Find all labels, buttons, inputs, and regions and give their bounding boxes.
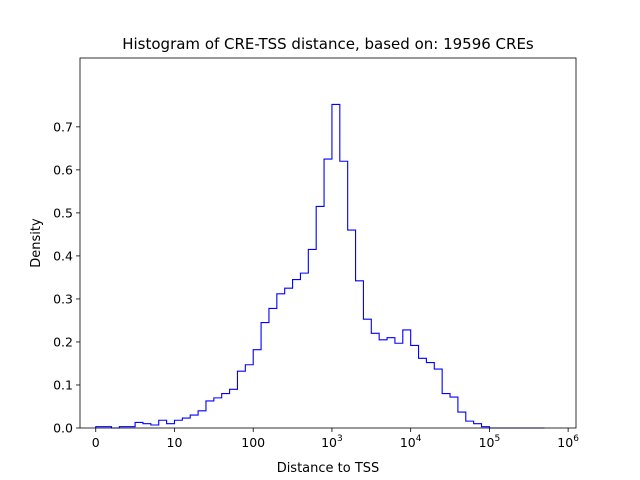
x-tick-label: 10 [167, 435, 183, 450]
y-tick-label: 0.3 [53, 291, 73, 306]
y-tick-label: 0.4 [53, 248, 73, 263]
x-tick-label: 100 [241, 435, 265, 450]
x-axis-label: Distance to TSS [277, 461, 380, 476]
x-tick-label: 103 [321, 434, 343, 450]
chart-title: Histogram of CRE-TSS distance, based on:… [122, 35, 534, 53]
plot-area [79, 57, 577, 429]
y-axis-ticks: 0.0 0.1 0.2 0.3 0.4 0.5 0.6 0.7 [53, 119, 80, 436]
y-tick-label: 0.2 [53, 334, 73, 349]
x-tick-label: 105 [479, 434, 501, 450]
y-tick-label: 0.5 [53, 205, 73, 220]
axes-frame [79, 57, 577, 429]
x-tick-label: 0 [92, 435, 100, 450]
y-tick-label: 0.0 [53, 421, 73, 436]
x-tick-label: 106 [557, 434, 579, 450]
x-tick-label: 104 [400, 434, 422, 450]
y-tick-label: 0.7 [53, 119, 73, 134]
y-tick-label: 0.1 [53, 377, 73, 392]
x-axis-ticks: 0 10 100 103 104 105 106 [92, 428, 579, 450]
histogram-step-line [95, 103, 545, 429]
y-tick-label: 0.6 [53, 162, 73, 177]
y-axis-label: Density [29, 218, 44, 268]
